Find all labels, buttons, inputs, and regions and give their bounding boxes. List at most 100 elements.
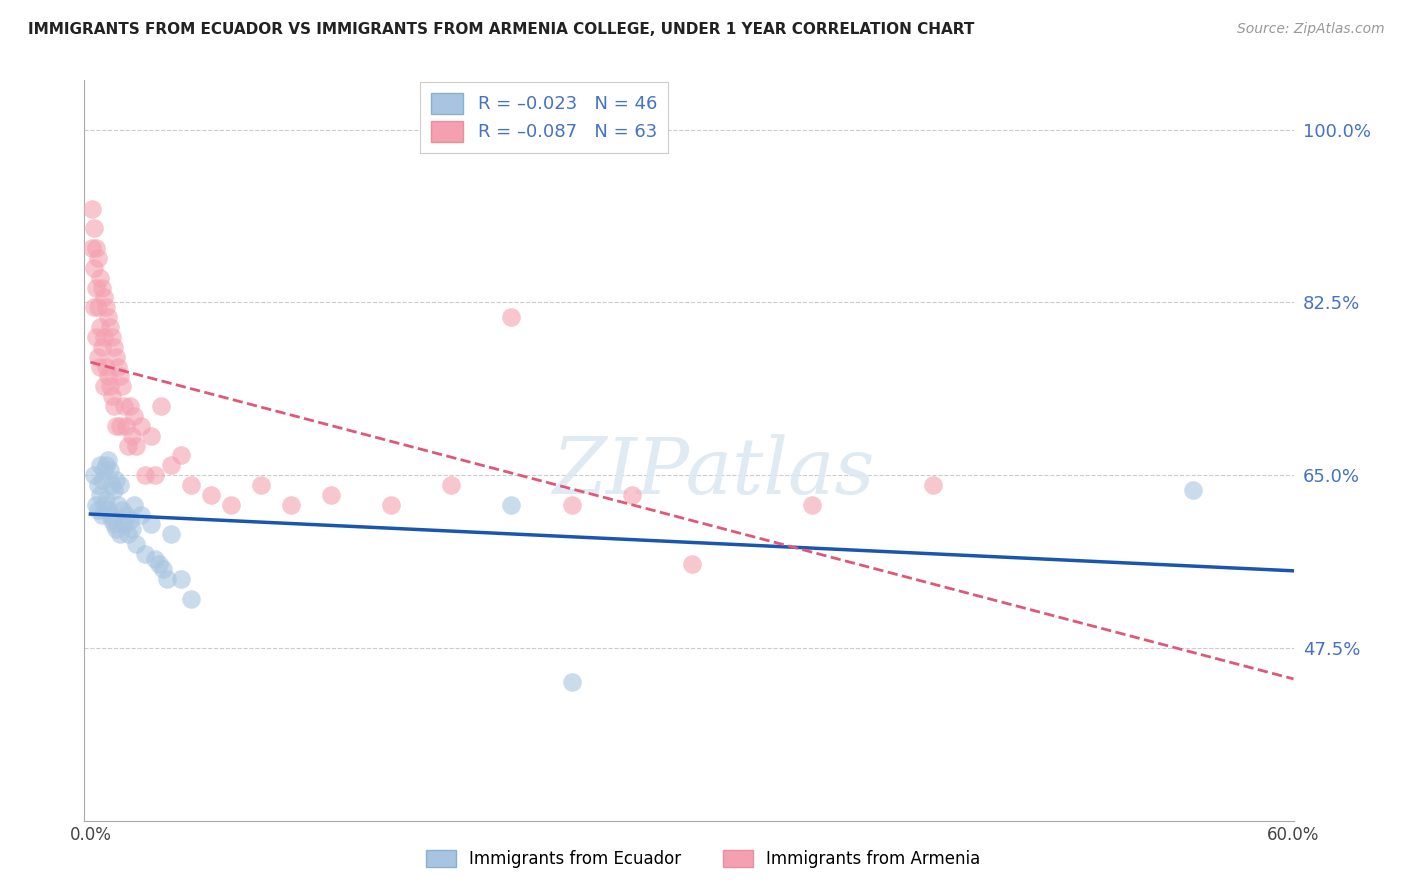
- Point: [120, 512, 142, 526]
- Point: [1182, 483, 1205, 497]
- Point: [121, 428, 143, 442]
- Point: [159, 458, 181, 473]
- Point: [129, 508, 152, 522]
- Point: [97, 369, 120, 384]
- Point: [93, 379, 115, 393]
- Point: [86, 241, 108, 255]
- Point: [440, 478, 463, 492]
- Point: [93, 330, 115, 344]
- Point: [180, 478, 202, 492]
- Point: [82, 202, 104, 216]
- Point: [115, 508, 138, 522]
- Point: [125, 537, 148, 551]
- Point: [143, 468, 166, 483]
- Point: [103, 399, 125, 413]
- Point: [110, 478, 132, 492]
- Point: [87, 502, 110, 516]
- Point: [100, 320, 122, 334]
- Point: [89, 320, 111, 334]
- Point: [91, 280, 114, 294]
- Point: [103, 517, 125, 532]
- Point: [107, 498, 129, 512]
- Point: [97, 310, 120, 325]
- Point: [180, 591, 202, 606]
- Text: Source: ZipAtlas.com: Source: ZipAtlas.com: [1237, 22, 1385, 37]
- Point: [681, 557, 703, 571]
- Point: [143, 552, 166, 566]
- Point: [114, 517, 136, 532]
- Legend: R = –0.023   N = 46, R = –0.087   N = 63: R = –0.023 N = 46, R = –0.087 N = 63: [420, 82, 668, 153]
- Point: [149, 399, 172, 413]
- Point: [117, 438, 139, 452]
- Point: [97, 502, 120, 516]
- Point: [86, 280, 108, 294]
- Point: [110, 527, 132, 541]
- Point: [103, 340, 125, 354]
- Point: [96, 458, 118, 473]
- Point: [110, 418, 132, 433]
- Point: [83, 301, 105, 315]
- Point: [169, 572, 191, 586]
- Point: [111, 502, 134, 516]
- Point: [501, 310, 523, 325]
- Point: [620, 488, 643, 502]
- Point: [101, 389, 124, 403]
- Point: [129, 418, 152, 433]
- Point: [96, 359, 118, 374]
- Point: [96, 301, 118, 315]
- Point: [159, 527, 181, 541]
- Point: [83, 260, 105, 275]
- Point: [169, 449, 191, 463]
- Legend: Immigrants from Ecuador, Immigrants from Armenia: Immigrants from Ecuador, Immigrants from…: [419, 843, 987, 875]
- Point: [83, 468, 105, 483]
- Point: [101, 478, 124, 492]
- Point: [114, 399, 136, 413]
- Point: [200, 488, 222, 502]
- Point: [93, 463, 115, 477]
- Point: [801, 498, 824, 512]
- Point: [101, 330, 124, 344]
- Point: [105, 473, 128, 487]
- Point: [93, 498, 115, 512]
- Point: [124, 498, 146, 512]
- Point: [91, 473, 114, 487]
- Point: [110, 369, 132, 384]
- Point: [97, 453, 120, 467]
- Point: [100, 508, 122, 522]
- Point: [115, 418, 138, 433]
- Point: [87, 478, 110, 492]
- Point: [91, 508, 114, 522]
- Point: [561, 498, 583, 512]
- Point: [87, 301, 110, 315]
- Point: [139, 517, 162, 532]
- Point: [89, 359, 111, 374]
- Point: [89, 270, 111, 285]
- Point: [155, 572, 177, 586]
- Point: [921, 478, 943, 492]
- Point: [148, 557, 170, 571]
- Point: [87, 251, 110, 265]
- Point: [86, 330, 108, 344]
- Point: [100, 463, 122, 477]
- Point: [117, 527, 139, 541]
- Point: [561, 675, 583, 690]
- Point: [139, 428, 162, 442]
- Point: [91, 340, 114, 354]
- Point: [134, 547, 156, 561]
- Point: [83, 221, 105, 235]
- Point: [250, 478, 273, 492]
- Point: [125, 438, 148, 452]
- Point: [86, 498, 108, 512]
- Text: IMMIGRANTS FROM ECUADOR VS IMMIGRANTS FROM ARMENIA COLLEGE, UNDER 1 YEAR CORRELA: IMMIGRANTS FROM ECUADOR VS IMMIGRANTS FR…: [28, 22, 974, 37]
- Point: [111, 379, 134, 393]
- Point: [124, 409, 146, 423]
- Point: [152, 562, 174, 576]
- Point: [103, 483, 125, 497]
- Point: [105, 523, 128, 537]
- Point: [105, 350, 128, 364]
- Point: [89, 458, 111, 473]
- Point: [120, 399, 142, 413]
- Point: [319, 488, 342, 502]
- Point: [219, 498, 242, 512]
- Point: [89, 488, 111, 502]
